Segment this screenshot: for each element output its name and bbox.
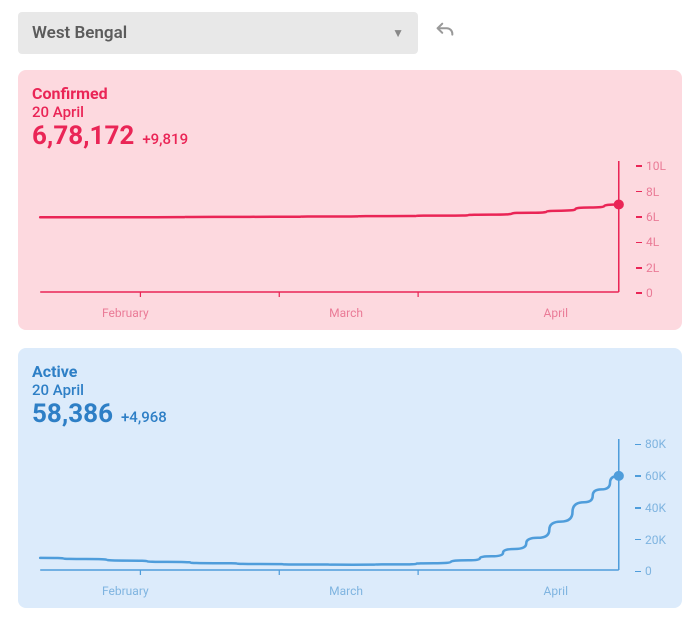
- confirmed-y-label: 10L: [636, 159, 666, 173]
- confirmed-y-label: 0: [636, 286, 666, 300]
- active-value-row: 58,386 +4,968: [32, 399, 668, 429]
- active-y-label: 0: [635, 564, 666, 578]
- active-y-label: 80K: [635, 437, 666, 451]
- active-x-label: March: [329, 584, 363, 598]
- active-y-tick-mark: [635, 507, 641, 509]
- confirmed-y-label: 4L: [636, 235, 666, 249]
- active-y-label-text: 60K: [645, 469, 666, 483]
- active-chart-area: 80K60K40K20K0: [32, 435, 668, 580]
- confirmed-x-label: February: [102, 306, 149, 320]
- active-card: Active20 April58,386+4,96880K60K40K20K0F…: [18, 348, 682, 608]
- confirmed-header: Confirmed20 April6,78,172 +9,819: [32, 84, 668, 151]
- active-y-label: 60K: [635, 469, 666, 483]
- confirmed-y-tick-mark: [636, 165, 642, 167]
- confirmed-value: 6,78,172: [32, 121, 134, 151]
- confirmed-card: Confirmed20 April6,78,172 +9,819 10L 8L 6L 4L…: [18, 70, 682, 330]
- confirmed-delta: +9,819: [142, 130, 188, 148]
- confirmed-y-label: 8L: [636, 185, 666, 199]
- active-line: [40, 476, 619, 565]
- confirmed-end-marker: [614, 200, 624, 210]
- active-value: 58,386: [32, 399, 113, 429]
- region-dropdown-label: West Bengal: [32, 23, 127, 43]
- confirmed-y-label-text: 8L: [646, 185, 659, 199]
- confirmed-y-label-text: 6L: [646, 210, 659, 224]
- confirmed-y-tick-mark: [636, 216, 642, 218]
- active-y-label-text: 80K: [645, 437, 666, 451]
- confirmed-y-labels: 10L 8L 6L 4L 2L 0: [636, 157, 666, 302]
- confirmed-y-label-text: 10L: [646, 159, 666, 173]
- confirmed-x-label: April: [544, 306, 568, 320]
- active-title: Active: [32, 362, 668, 381]
- confirmed-y-label-text: 2L: [646, 261, 659, 275]
- active-y-labels: 80K60K40K20K0: [635, 435, 666, 580]
- active-date: 20 April: [32, 381, 668, 399]
- confirmed-value-row: 6,78,172 +9,819: [32, 121, 668, 151]
- active-header: Active20 April58,386 +4,968: [32, 362, 668, 429]
- region-dropdown[interactable]: West Bengal ▼: [18, 12, 418, 54]
- confirmed-y-label: 6L: [636, 210, 666, 224]
- confirmed-y-label-text: 0: [646, 286, 653, 300]
- confirmed-x-labels: February March April: [32, 302, 668, 320]
- chevron-down-icon: ▼: [392, 26, 404, 40]
- confirmed-y-tick-mark: [636, 242, 642, 244]
- active-end-marker: [614, 471, 624, 481]
- active-chart-svg: [32, 435, 668, 580]
- active-x-label: February: [102, 584, 149, 598]
- active-y-tick-mark: [635, 444, 641, 446]
- active-y-label-text: 0: [645, 564, 652, 578]
- active-y-label-text: 40K: [645, 501, 666, 515]
- confirmed-title: Confirmed: [32, 84, 668, 103]
- active-x-label: April: [544, 584, 568, 598]
- active-y-tick-mark: [635, 571, 641, 573]
- undo-icon[interactable]: [434, 20, 456, 47]
- active-delta: +4,968: [121, 408, 167, 426]
- confirmed-y-tick-mark: [636, 292, 642, 294]
- confirmed-y-tick-mark: [636, 267, 642, 269]
- active-y-tick-mark: [635, 475, 641, 477]
- confirmed-y-tick-mark: [636, 191, 642, 193]
- confirmed-line: [40, 205, 619, 218]
- active-x-labels: February March April: [32, 580, 668, 598]
- top-controls: West Bengal ▼: [18, 12, 682, 54]
- confirmed-chart-area: 10L 8L 6L 4L 2L 0: [32, 157, 668, 302]
- confirmed-y-label: 2L: [636, 261, 666, 275]
- confirmed-date: 20 April: [32, 103, 668, 121]
- confirmed-x-label: March: [329, 306, 363, 320]
- active-y-tick-mark: [635, 539, 641, 541]
- confirmed-chart-svg: [32, 157, 668, 302]
- active-y-label: 40K: [635, 501, 666, 515]
- confirmed-y-label-text: 4L: [646, 235, 659, 249]
